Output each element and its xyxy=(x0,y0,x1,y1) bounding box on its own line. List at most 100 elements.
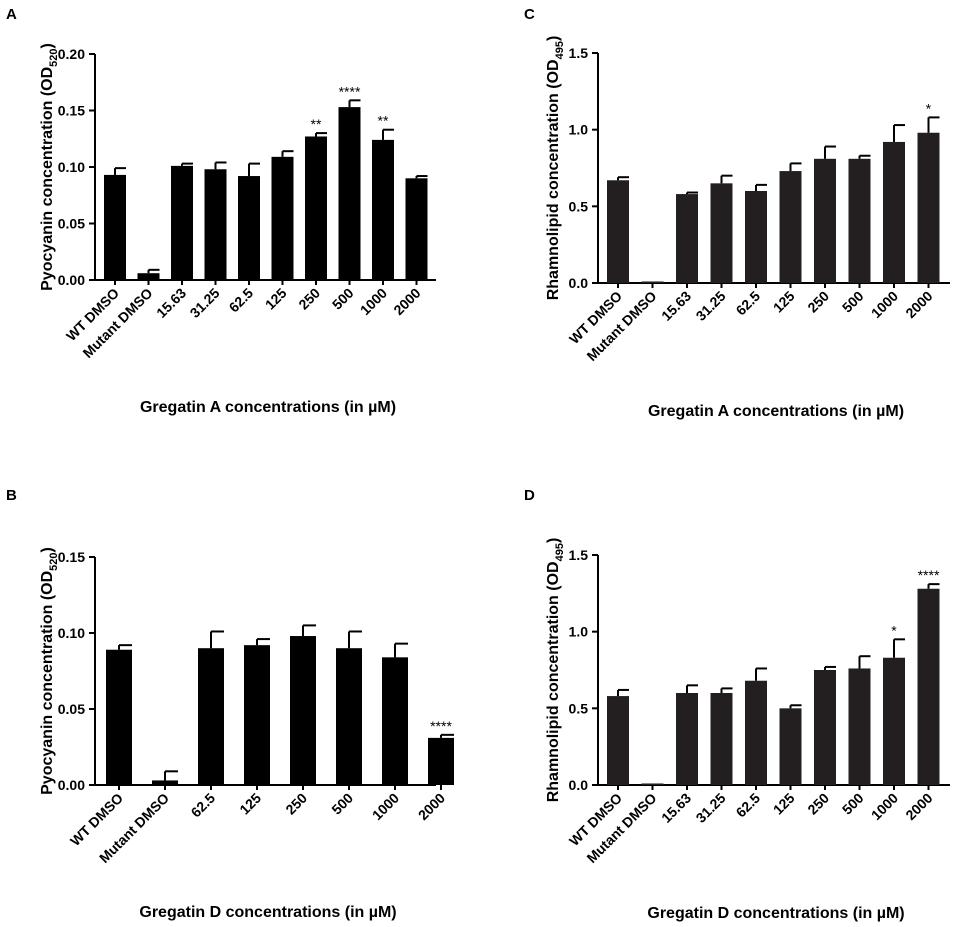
y-axis-title-main: Rhamnolipid concentration (OD xyxy=(545,561,562,802)
category-label: 1000 xyxy=(369,790,402,823)
category-label: 500 xyxy=(329,285,357,313)
bar xyxy=(244,645,270,785)
significance-label: * xyxy=(891,622,897,638)
y-tick-label: 1.5 xyxy=(569,547,589,563)
bar xyxy=(204,169,227,280)
bar xyxy=(779,171,802,283)
bar xyxy=(428,737,454,785)
bar xyxy=(710,183,733,283)
bar xyxy=(814,670,836,785)
category-label: 250 xyxy=(282,790,310,818)
bar xyxy=(883,657,905,785)
bar xyxy=(405,178,428,280)
category-label: 250 xyxy=(804,288,832,316)
bar xyxy=(676,693,698,785)
bar xyxy=(710,693,733,785)
y-tick-label: 0.15 xyxy=(58,549,85,565)
category-label: 1000 xyxy=(868,790,901,823)
y-tick-label: 0.5 xyxy=(569,198,589,214)
y-tick-label: 0.05 xyxy=(58,216,85,232)
bar xyxy=(745,191,767,283)
bar xyxy=(137,273,160,280)
bar xyxy=(305,136,327,280)
x-axis-title: Gregatin D concentrations (in µM) xyxy=(139,904,396,921)
category-label: 31.25 xyxy=(187,285,223,321)
bar xyxy=(198,648,224,785)
panel-letter: B xyxy=(6,487,17,504)
category-label: 15.63 xyxy=(658,790,694,826)
bar xyxy=(336,648,362,785)
y-tick-label: 0.20 xyxy=(58,46,85,62)
bar xyxy=(607,180,629,283)
bar xyxy=(271,156,294,280)
bar xyxy=(290,636,316,785)
category-label: 62.5 xyxy=(188,790,219,821)
category-label: 1000 xyxy=(868,288,901,321)
y-axis-title-close: ) xyxy=(39,547,56,552)
category-label: 31.25 xyxy=(693,288,729,324)
bar xyxy=(382,657,408,785)
y-axis-title-main: Rhamnolipid concentration (OD xyxy=(545,59,562,300)
y-tick-label: 0.15 xyxy=(58,103,85,119)
bar xyxy=(917,588,940,785)
y-axis-title-subscript: 520 xyxy=(48,552,60,570)
y-tick-label: 0.05 xyxy=(58,701,85,717)
bar xyxy=(641,783,664,785)
bar xyxy=(676,194,698,283)
bar xyxy=(848,158,871,283)
y-tick-label: 0.00 xyxy=(58,777,85,793)
category-label: 2000 xyxy=(902,790,935,823)
bar xyxy=(104,174,126,280)
category-label: 15.63 xyxy=(153,285,189,321)
bar xyxy=(106,649,132,785)
bar xyxy=(779,708,802,785)
y-axis-title: Pyocyanin concentration (OD520) xyxy=(39,43,60,291)
y-axis-title-close: ) xyxy=(39,43,56,48)
y-tick-label: 1.0 xyxy=(569,624,589,640)
y-axis-title: Rhamnolipid concentration (OD495) xyxy=(545,36,566,301)
y-axis-title-close: ) xyxy=(545,36,562,41)
y-tick-label: 1.0 xyxy=(569,122,589,138)
category-label: 250 xyxy=(295,285,323,313)
category-label: 2000 xyxy=(390,285,423,318)
panel-letter: C xyxy=(524,6,535,23)
significance-label: ** xyxy=(311,116,322,132)
category-label: 1000 xyxy=(357,285,390,318)
y-axis-title-subscript: 495 xyxy=(554,543,566,561)
y-tick-label: 0.10 xyxy=(58,159,85,175)
y-axis-title-subscript: 520 xyxy=(48,48,60,66)
bar xyxy=(372,139,394,280)
bar xyxy=(152,780,178,785)
significance-label: ** xyxy=(378,113,389,129)
category-label: 2000 xyxy=(902,288,935,321)
y-axis-title: Pyocyanin concentration (OD520) xyxy=(39,547,60,795)
category-label: 62.5 xyxy=(733,288,764,319)
y-tick-label: 0.0 xyxy=(569,777,589,793)
y-axis-title-subscript: 495 xyxy=(554,41,566,59)
y-tick-label: 0.0 xyxy=(569,275,589,291)
bar xyxy=(171,165,193,280)
y-tick-label: 0.10 xyxy=(58,625,85,641)
y-axis-title-close: ) xyxy=(545,538,562,543)
y-axis-title-main: Pyocyanin concentration (OD xyxy=(39,67,56,291)
y-tick-label: 1.5 xyxy=(569,45,589,61)
bar xyxy=(641,281,664,283)
significance-label: **** xyxy=(430,718,452,734)
significance-label: * xyxy=(926,100,932,116)
panel-letter: D xyxy=(524,487,535,504)
category-label: 125 xyxy=(262,285,290,313)
category-label: 2000 xyxy=(415,790,448,823)
category-label: 500 xyxy=(839,288,867,316)
panel-letter: A xyxy=(6,6,17,23)
x-axis-title: Gregatin A concentrations (in µM) xyxy=(140,399,396,416)
category-label: 500 xyxy=(328,790,356,818)
y-tick-label: 0.00 xyxy=(58,272,85,288)
category-label: 31.25 xyxy=(693,790,729,826)
bar xyxy=(814,158,836,283)
bar xyxy=(848,668,871,785)
x-axis-title: Gregatin A concentrations (in µM) xyxy=(648,403,904,420)
